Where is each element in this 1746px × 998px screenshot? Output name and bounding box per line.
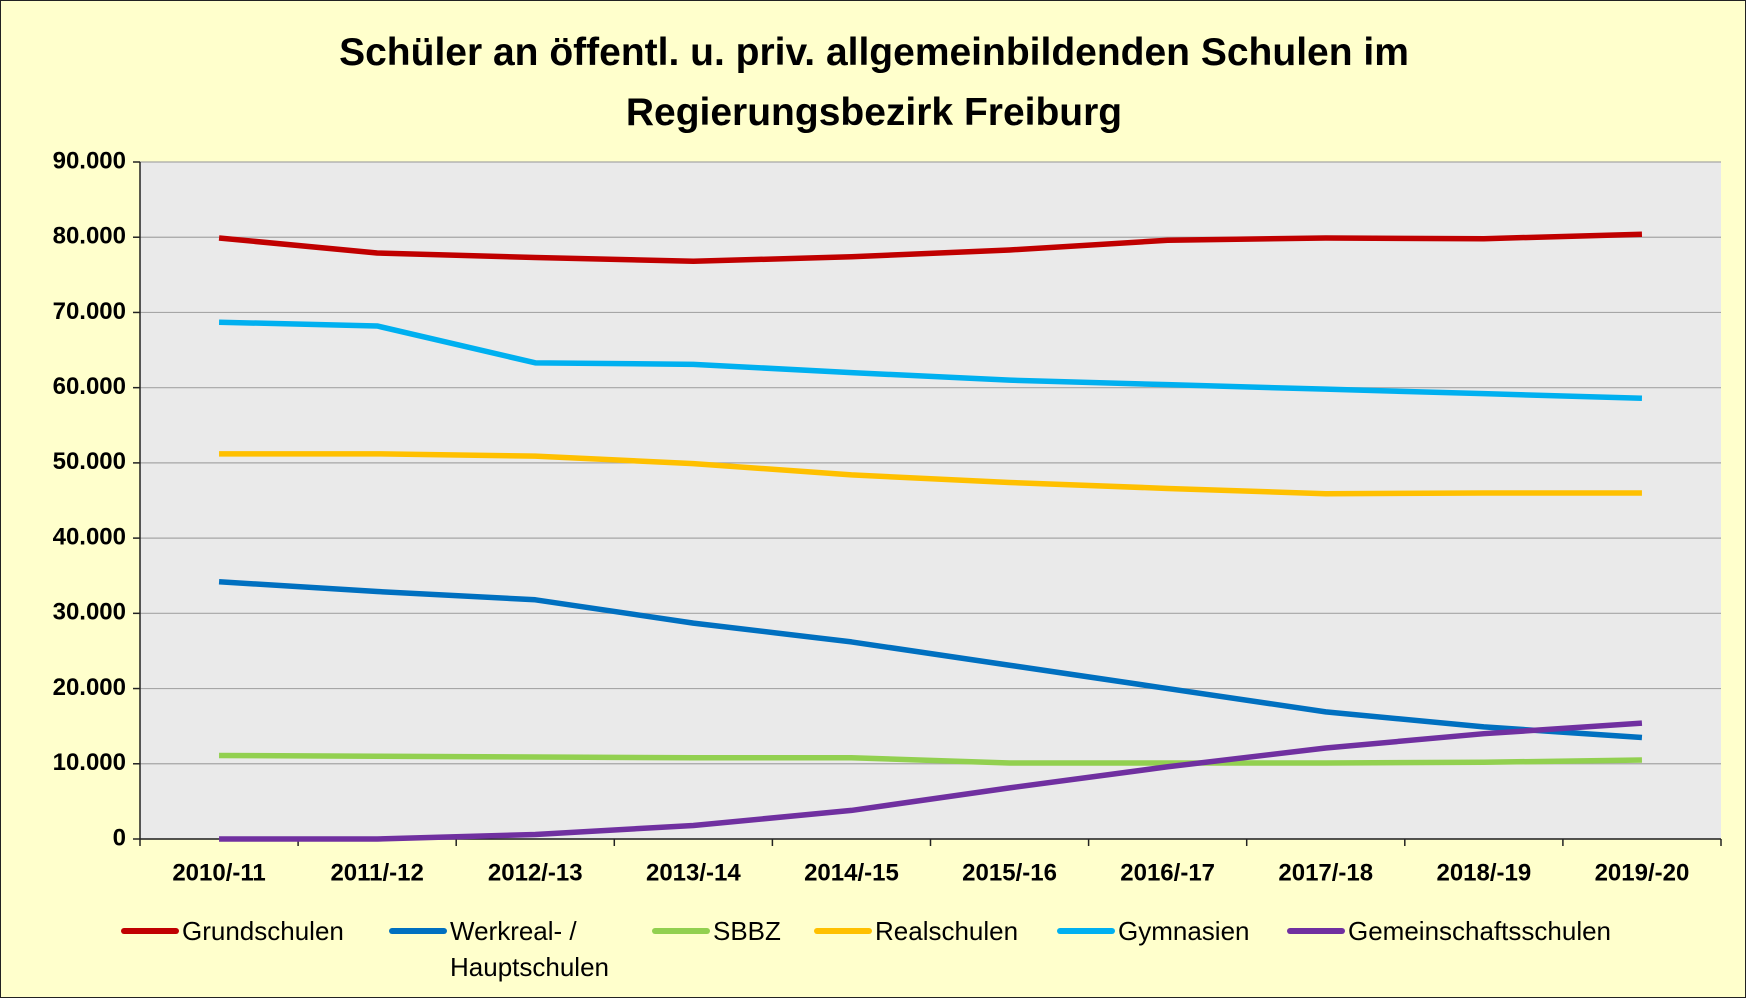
legend-item: Grundschulen	[121, 913, 344, 949]
x-tick-label: 2018/-19	[1436, 859, 1531, 886]
x-tick-label: 2013/-14	[646, 859, 741, 886]
x-tick-label: 2010/-11	[172, 859, 265, 886]
legend-label: Gymnasien	[1118, 916, 1250, 946]
series-line	[218, 578, 1643, 741]
x-tick-label: 2015/-16	[962, 859, 1057, 886]
x-tick-label: 2016/-17	[1120, 859, 1215, 886]
series-line	[219, 451, 1642, 497]
y-tick-label: 70.000	[53, 298, 126, 325]
y-tick-label: 50.000	[53, 448, 126, 475]
legend-swatch	[121, 928, 179, 934]
y-tick-label: 10.000	[53, 749, 126, 776]
plot-area	[140, 162, 1721, 839]
series-line	[219, 720, 1643, 842]
x-tick-label: 2019/-20	[1595, 859, 1690, 886]
y-tick-label: 90.000	[53, 147, 126, 174]
y-tick-label: 80.000	[53, 223, 126, 250]
legend-label: Gemeinschaftsschulen	[1348, 916, 1612, 946]
legend-item: SBBZ	[652, 913, 781, 949]
legend-item: Werkreal- / Hauptschulen	[389, 913, 650, 985]
legend-swatch	[1057, 928, 1115, 934]
x-tick-label: 2011/-12	[330, 859, 423, 886]
legend-label: Grundschulen	[182, 916, 344, 946]
series-line	[218, 319, 1643, 401]
series-line	[219, 752, 1642, 766]
legend-swatch	[814, 928, 872, 934]
y-tick-label: 30.000	[53, 599, 126, 626]
chart-title: Schüler an öffentl. u. priv. allgemeinbi…	[339, 31, 1409, 134]
x-tick-label: 2014/-15	[804, 859, 899, 886]
y-tick-label: 40.000	[53, 523, 126, 550]
legend-label: Realschulen	[875, 916, 1019, 946]
x-tick-label: 2012/-13	[488, 859, 583, 886]
y-tick-label: 20.000	[53, 674, 126, 701]
legend-item: Gymnasien	[1057, 913, 1250, 949]
legend-label: Werkreal- / Hauptschulen	[450, 916, 609, 982]
legend-swatch	[389, 928, 447, 934]
legend-item: Gemeinschaftsschulen	[1287, 913, 1611, 949]
y-tick-label: 60.000	[53, 373, 126, 400]
legend-item: Realschulen	[814, 913, 1018, 949]
legend-label: SBBZ	[713, 916, 781, 946]
legend-swatch	[1287, 928, 1345, 934]
legend-swatch	[652, 928, 710, 934]
x-tick-label: 2017/-18	[1278, 859, 1373, 886]
y-tick-label: 0	[113, 824, 126, 851]
series-line	[218, 231, 1643, 265]
